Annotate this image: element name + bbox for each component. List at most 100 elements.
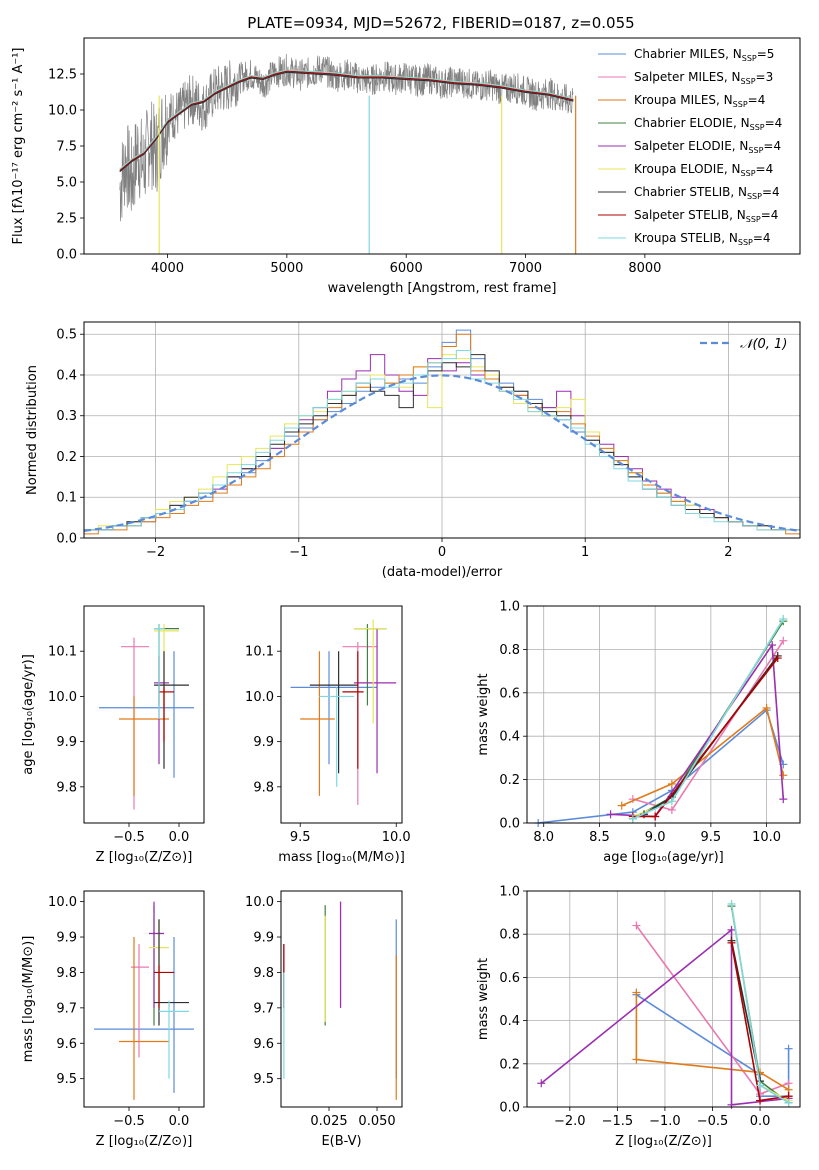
spectrum-legend: Chabrier MILES, NSSP=5 Salpeter MILES, NS…	[598, 47, 782, 247]
legend-entry-label: Kroupa STELIB, NSSP=4	[634, 231, 771, 247]
y-tick-label: 9.8	[56, 966, 77, 981]
y-tick-label: 0.4	[499, 1014, 520, 1029]
y-tick-label: 0.0	[499, 817, 520, 832]
y-axis-label: mass [log₁₀(M/M⊙)]	[21, 936, 36, 1063]
y-tick-label: 9.8	[253, 780, 274, 795]
legend-entry-label: Kroupa MILES, NSSP=4	[634, 93, 765, 109]
model-spectrum-line	[119, 69, 574, 170]
x-axis-label: Z [log₁₀(Z/Z⊙)]	[96, 1134, 193, 1149]
mass_vs_ebv-axes: 0.025 0.050 9.5 9.6 9.7 9.8 9.9 10.0 E(B-V)	[245, 895, 396, 1149]
y-tick-label: 0.0	[56, 248, 77, 263]
x-tick-label: −2	[146, 545, 165, 560]
x-tick-label: −0.5	[113, 1114, 145, 1129]
x-tick-label: −2.0	[554, 1114, 586, 1129]
x-tick-label: 7000	[509, 261, 542, 276]
y-tick-label: 9.9	[253, 931, 274, 946]
y-tick-label: 9.9	[56, 931, 77, 946]
y-tick-label: 0.8	[499, 643, 520, 658]
x-tick-label: −1.0	[649, 1114, 681, 1129]
gaussian-legend-label: 𝒩(0, 1)	[740, 337, 787, 352]
legend-entry-label: Chabrier STELIB, NSSP=4	[634, 185, 780, 201]
mass_vs_Z-axes: −0.5 0.0 9.5 9.6 9.7 9.8 9.9 10.0 Z [log₁₀(Z/Z⊙)…	[21, 895, 192, 1149]
y-tick-label: 0.6	[499, 686, 520, 701]
massweight_vs_Z-lines	[537, 899, 793, 1109]
y-tick-label: 2.5	[56, 212, 77, 227]
residual-histogram-step	[84, 350, 800, 531]
axes-frame	[526, 890, 801, 1108]
x-tick-label: 9.0	[645, 830, 666, 845]
legend-nssp-value: =4	[763, 139, 781, 153]
x-axis-label: mass [log₁₀(M/M⊙)]	[278, 850, 405, 865]
x-tick-label: −0.5	[113, 830, 145, 845]
y-tick-label: 0.6	[499, 971, 520, 986]
legend-subscript: SSP	[748, 146, 763, 155]
x-axis-label: Z [log₁₀(Z/Z⊙)]	[96, 850, 193, 865]
y-tick-label: 9.5	[56, 1072, 77, 1087]
axes-frame	[280, 890, 403, 1108]
axes-frame	[83, 37, 801, 255]
mass_vs_Z-errorbars	[94, 901, 194, 1100]
x-tick-label: 9.5	[701, 830, 722, 845]
legend-subscript: SSP	[750, 123, 765, 132]
legend-entry-label: Kroupa ELODIE, NSSP=4	[634, 162, 773, 178]
x-tick-label: 8.0	[533, 830, 554, 845]
y-tick-label: 9.5	[253, 1072, 274, 1087]
y-tick-label: 10.0	[245, 690, 274, 705]
x-tick-label: −0.5	[697, 1114, 729, 1129]
legend-nssp-value: =4	[753, 231, 771, 245]
y-tick-label: 9.9	[253, 735, 274, 750]
y-tick-label: 7.5	[56, 140, 77, 155]
y-tick-label: 9.7	[56, 1001, 77, 1016]
age_vs_mass-errorbars	[290, 619, 397, 805]
massweight_vs_Z-axes: −2.0 −1.5 −1.0 −0.5 0.0 0.0 0.2 0.4 0.6 0.8 1.0 Z […	[476, 885, 800, 1149]
mass-weight-line	[621, 706, 785, 807]
legend-subscript: SSP	[738, 238, 753, 247]
x-tick-label: 8000	[628, 261, 661, 276]
legend-nssp-value: =3	[756, 70, 774, 84]
x-tick-label: 4000	[151, 261, 184, 276]
x-tick-label: 5000	[270, 261, 303, 276]
x-axis-label: Z [log₁₀(Z/Z⊙)]	[615, 1134, 712, 1149]
x-axis-label: age [log₁₀(age/yr)]	[603, 850, 724, 865]
figure-title: PLATE=0934, MJD=52672, FIBERID=0187, z=0…	[247, 14, 634, 32]
y-tick-label: 0.1	[56, 491, 77, 506]
legend-entry-label: Salpeter STELIB, NSSP=4	[634, 208, 778, 224]
x-axis-label: (data-model)/error	[382, 565, 503, 580]
y-axis-label: Flux [fλ10⁻¹⁷ erg cm⁻² s⁻¹ A⁻¹]	[11, 48, 26, 245]
charts-group: 4000 5000 6000 7000 80000.02.55.07.510.012.5…	[11, 37, 801, 1149]
mass-weight-line	[610, 642, 785, 818]
legend-nssp-value: =4	[756, 162, 774, 176]
model-spectrum-line	[119, 71, 574, 172]
legend-entry-label: Chabrier MILES, NSSP=5	[634, 47, 774, 63]
y-tick-label: 9.9	[56, 735, 77, 750]
data-spectrum-line	[119, 53, 574, 222]
x-tick-label: 0	[438, 545, 446, 560]
legend-subscript: SSP	[746, 215, 761, 224]
legend-subscript: SSP	[741, 169, 756, 178]
spectrum-plot	[119, 53, 577, 254]
age_vs_Z-errorbars	[99, 624, 194, 810]
y-tick-label: 10.0	[48, 895, 77, 910]
y-tick-label: 0.2	[56, 450, 77, 465]
massweight_vs_age-axes: 8.0 8.5 9.0 9.5 10.0 0.0 0.2 0.4 0.6 0.8 1.0 age [l…	[476, 600, 800, 865]
y-tick-label: 9.8	[253, 966, 274, 981]
x-axis-label: E(B-V)	[321, 1134, 361, 1149]
y-axis-label: age [log₁₀(age/yr)]	[21, 654, 36, 775]
age_vs_Z-axes: −0.5 0.0 9.8 9.9 10.0 10.1 Z [log₁₀(Z/Z⊙)] age …	[21, 645, 192, 865]
massweight_vs_age-lines	[534, 615, 788, 827]
x-axis-label: wavelength [Angstrom, rest frame]	[328, 281, 557, 296]
y-tick-label: 0.3	[56, 409, 77, 424]
x-tick-label: 2	[724, 545, 732, 560]
legend-nssp-value: =4	[765, 116, 783, 130]
y-tick-label: 9.8	[56, 780, 77, 795]
x-tick-label: 1	[581, 545, 589, 560]
y-tick-label: 0.0	[56, 532, 77, 547]
y-tick-label: 5.0	[56, 176, 77, 191]
x-tick-label: 10.0	[752, 830, 781, 845]
x-tick-label: 10.0	[382, 830, 411, 845]
y-tick-label: 0.4	[56, 368, 77, 383]
y-tick-label: 0.5	[56, 328, 77, 343]
x-tick-label: −1	[289, 545, 308, 560]
legend-nssp-value: =5	[757, 47, 775, 61]
